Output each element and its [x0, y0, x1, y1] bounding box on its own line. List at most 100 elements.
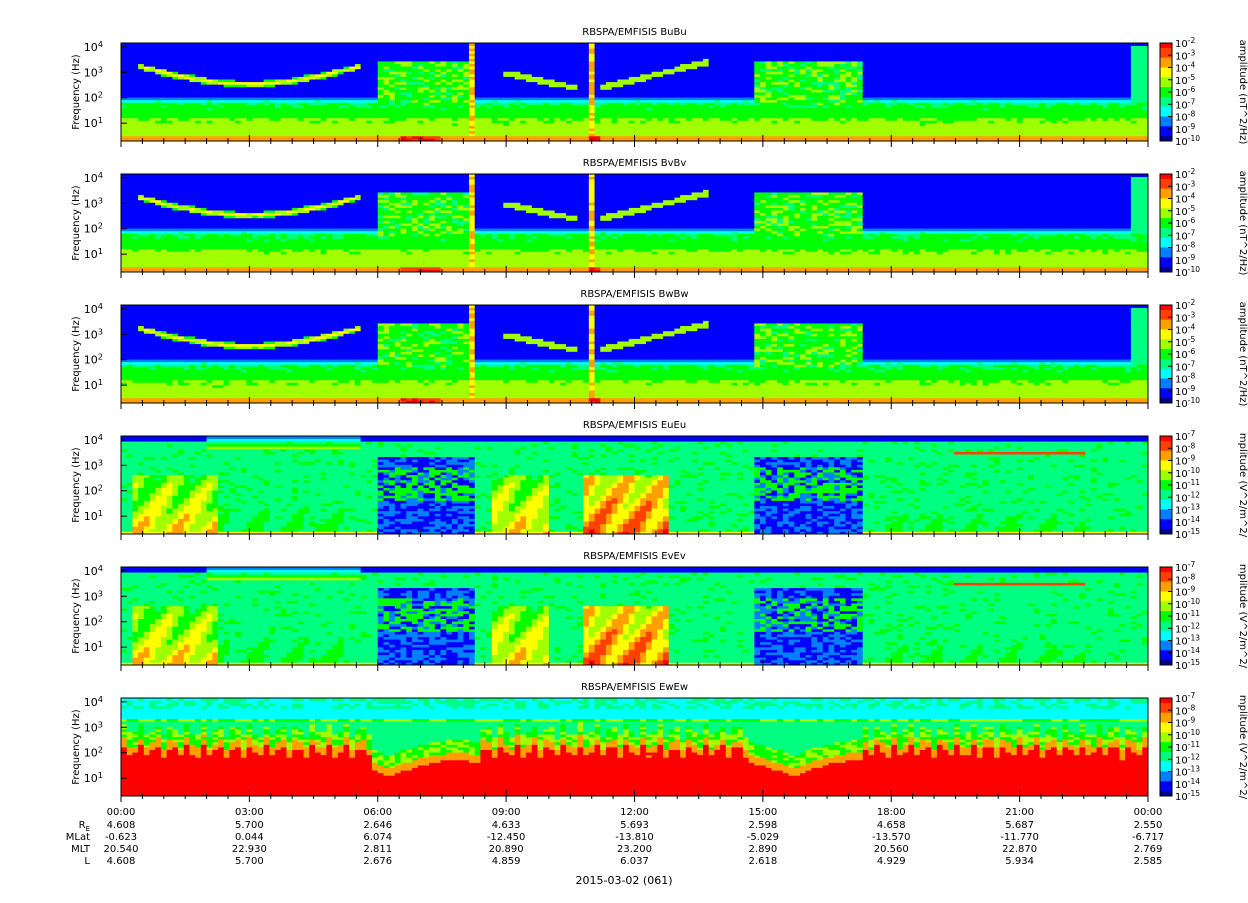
heatmap-cell [383, 97, 389, 100]
heatmap-cell [201, 95, 207, 98]
heatmap-cell [429, 105, 435, 108]
heatmap-cell [401, 64, 407, 67]
heatmap-cell [486, 82, 492, 85]
heatmap-cell [338, 48, 344, 51]
heatmap-cell [275, 110, 281, 113]
heatmap-cell [383, 133, 389, 136]
heatmap-cell [401, 123, 407, 126]
heatmap-cell [423, 58, 429, 61]
heatmap-cell [298, 77, 304, 80]
heatmap-cell [441, 113, 447, 116]
heatmap-cell [178, 82, 184, 85]
heatmap-cell [401, 128, 407, 131]
heatmap-cell [258, 61, 264, 64]
heatmap-cell [298, 84, 304, 87]
heatmap-cell [304, 51, 310, 54]
heatmap-cell [218, 58, 224, 61]
heatmap-cell [252, 56, 258, 59]
heatmap-cell [235, 46, 241, 49]
heatmap-cell [207, 69, 213, 72]
heatmap-cell [150, 136, 156, 139]
heatmap-cell [383, 53, 389, 56]
heatmap-cell [503, 102, 509, 105]
heatmap-cell [463, 92, 469, 95]
heatmap-cell [241, 92, 247, 95]
heatmap-cell [372, 126, 378, 129]
heatmap-cell [406, 53, 412, 56]
heatmap-cell [395, 71, 401, 74]
heatmap-cell [344, 46, 350, 49]
heatmap-cell [366, 56, 372, 59]
heatmap-cell [252, 74, 258, 77]
heatmap-cell [155, 136, 161, 139]
heatmap-cell [150, 92, 156, 95]
heatmap-cell [429, 56, 435, 59]
heatmap-cell [366, 133, 372, 136]
heatmap-cell [304, 71, 310, 74]
heatmap-cell [412, 97, 418, 100]
heatmap-cell [218, 92, 224, 95]
heatmap-cell [184, 118, 190, 121]
heatmap-cell [309, 69, 315, 72]
heatmap-cell [207, 48, 213, 51]
heatmap-cell [475, 87, 481, 90]
heatmap-cell [355, 133, 361, 136]
heatmap-cell [441, 48, 447, 51]
heatmap-cell [520, 92, 526, 95]
heatmap-cell [212, 56, 218, 59]
heatmap-cell [509, 110, 515, 113]
heatmap-cell [150, 53, 156, 56]
heatmap-cell [429, 92, 435, 95]
heatmap-cell [412, 118, 418, 121]
heatmap-cell [355, 110, 361, 113]
heatmap-cell [252, 89, 258, 92]
heatmap-cell [212, 95, 218, 98]
heatmap-cell [212, 77, 218, 80]
heatmap-cell [218, 105, 224, 108]
heatmap-cell [412, 107, 418, 110]
heatmap-cell [229, 126, 235, 129]
heatmap-cell [515, 107, 521, 110]
heatmap-cell [515, 48, 521, 51]
heatmap-cell [338, 77, 344, 80]
heatmap-cell [264, 120, 270, 123]
heatmap-cell [395, 126, 401, 129]
heatmap-cell [155, 61, 161, 64]
heatmap-cell [275, 74, 281, 77]
heatmap-cell [224, 66, 230, 69]
heatmap-cell [344, 79, 350, 82]
heatmap-cell [492, 61, 498, 64]
heatmap-cell [212, 100, 218, 103]
heatmap-cell [480, 133, 486, 136]
heatmap-cell [509, 51, 515, 54]
heatmap-cell [395, 105, 401, 108]
heatmap-cell [361, 92, 367, 95]
heatmap-cell [161, 110, 167, 113]
heatmap-cell [418, 87, 424, 90]
heatmap-cell [326, 126, 332, 129]
heatmap-cell [138, 126, 144, 129]
heatmap-cell [423, 77, 429, 80]
heatmap-cell [412, 113, 418, 116]
heatmap-cell [229, 110, 235, 113]
heatmap-cell [458, 69, 464, 72]
heatmap-cell [452, 133, 458, 136]
heatmap-cell [406, 51, 412, 54]
heatmap-cell [480, 92, 486, 95]
heatmap-cell [201, 71, 207, 74]
heatmap-cell [132, 107, 138, 110]
heatmap-cell [418, 115, 424, 118]
heatmap-cell [389, 95, 395, 98]
heatmap-cell [520, 79, 526, 82]
heatmap-cell [309, 87, 315, 90]
heatmap-cell [269, 56, 275, 59]
heatmap-cell [389, 51, 395, 54]
heatmap-cell [321, 84, 327, 87]
heatmap-cell [446, 71, 452, 74]
heatmap-cell [201, 56, 207, 59]
heatmap-cell [275, 79, 281, 82]
heatmap-cell [144, 102, 150, 105]
heatmap-cell [446, 105, 452, 108]
heatmap-cell [361, 102, 367, 105]
heatmap-cell [269, 110, 275, 113]
